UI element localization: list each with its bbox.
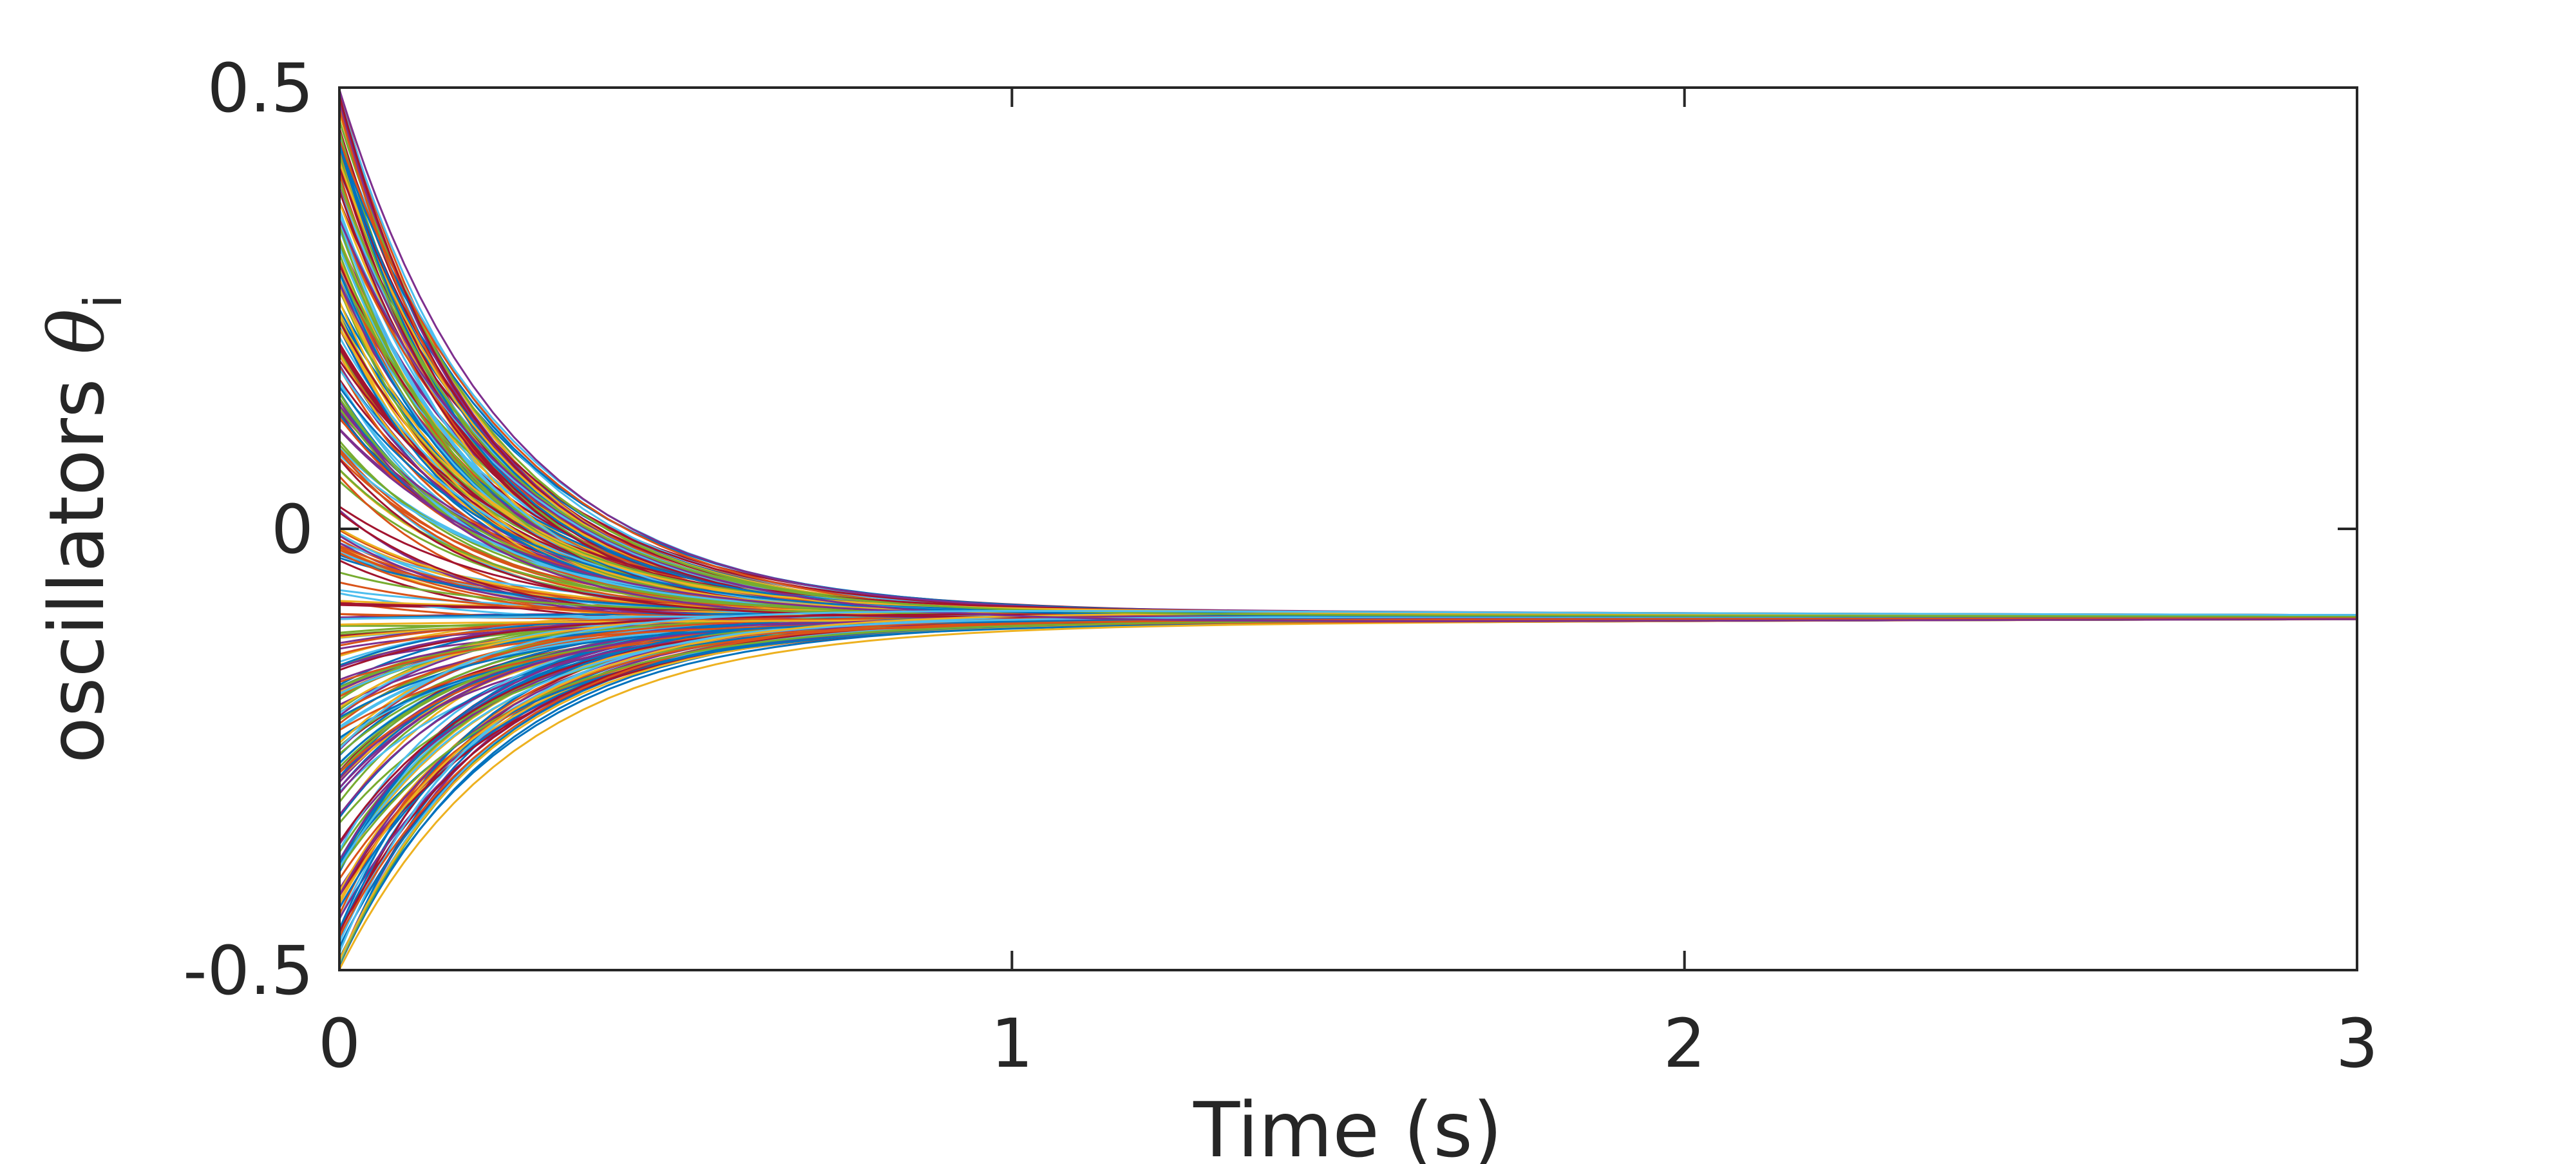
x-tick-label-1: 1: [990, 1004, 1033, 1083]
oscillator-trajectory: [338, 616, 2357, 948]
oscillator-trajectory: [338, 108, 2357, 618]
x-tick-label-3: 3: [2336, 1004, 2378, 1083]
oscillator-trajectory: [338, 180, 2358, 618]
x-tick-labels: 0 1 2 3: [318, 1004, 2378, 1083]
plot-frame: [338, 86, 2358, 971]
oscillator-trajectory: [338, 218, 2358, 622]
oscillator-trajectory: [338, 444, 2357, 618]
oscillator-trajectory: [338, 102, 2358, 618]
x-axis-label: Time (s): [1193, 1085, 1502, 1164]
x-tick-label-2: 2: [1663, 1004, 1706, 1083]
x-tick-label-0: 0: [318, 1004, 361, 1083]
oscillator-trajectory: [338, 319, 2358, 617]
oscillator-trajectory: [338, 616, 2357, 933]
oscillator-trajectory: [338, 103, 2358, 617]
axis-ticks: [338, 86, 2358, 971]
oscillator-trajectory: [338, 112, 2357, 618]
y-tick-labels: -0.5 0 0.5: [183, 49, 314, 1010]
oscillator-trajectory: [338, 610, 2358, 750]
y-axis-label: oscillators θi: [32, 294, 133, 763]
y-tick-label-2: 0.5: [207, 49, 314, 128]
trajectory-lines: [338, 89, 2358, 970]
y-tick-label-0: -0.5: [183, 931, 314, 1010]
y-axis-label-text: oscillators: [32, 354, 121, 763]
y-axis-label-symbol: θ: [32, 309, 121, 354]
y-tick-label-1: 0: [271, 490, 314, 569]
y-axis-label-subscript: i: [73, 294, 133, 309]
oscillator-trajectory: [338, 617, 2358, 904]
